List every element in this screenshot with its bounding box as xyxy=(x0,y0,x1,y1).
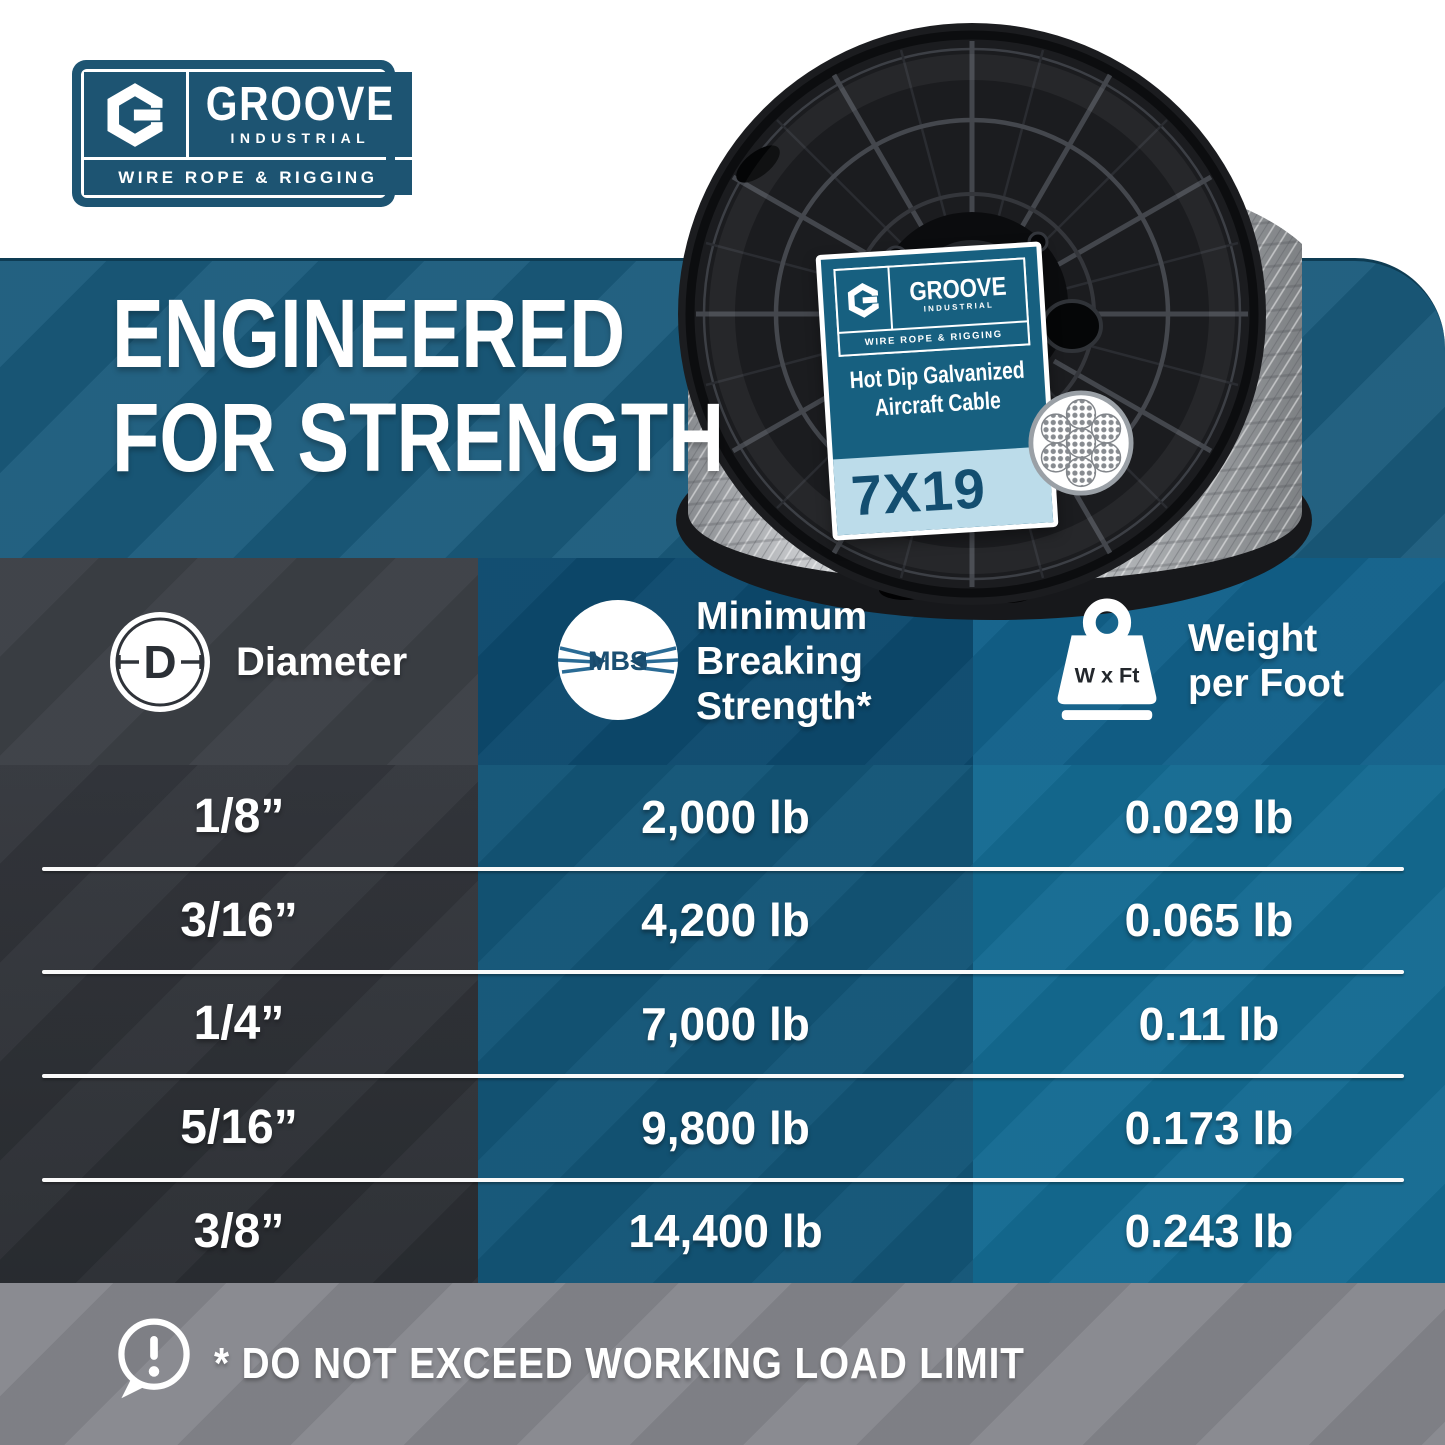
brand-wordmark: GROOVE INDUSTRIAL xyxy=(189,72,412,157)
table-row: 3/16” 4,200 lb 0.065 lb xyxy=(0,869,1445,973)
mbs-value: 7,000 lb xyxy=(641,997,810,1050)
row-separator xyxy=(42,1074,1404,1078)
weight-icon-text: W x Ft xyxy=(1075,663,1140,688)
spec-table-rows: 1/8” 2,000 lb 0.029 lb 3/16” 4,200 lb 0.… xyxy=(0,765,1445,1283)
page-title: ENGINEERED FOR STRENGTH xyxy=(112,282,877,490)
column-header-mbs: Minimum Breaking Strength* xyxy=(696,595,872,728)
footer-band xyxy=(0,1283,1445,1445)
mbs-value: 4,200 lb xyxy=(641,894,810,947)
spool-label-brand: GROOVE INDUSTRIAL xyxy=(889,259,1027,329)
mbs-value: 9,800 lb xyxy=(641,1101,810,1154)
weight-value: 0.065 lb xyxy=(1124,894,1294,947)
groove-g-icon xyxy=(835,267,892,332)
diameter-value: 3/8” xyxy=(193,1204,285,1258)
diameter-value: 5/16” xyxy=(180,1101,298,1155)
weight-value: 0.243 lb xyxy=(1124,1205,1294,1258)
cable-cross-section-icon xyxy=(1028,390,1134,496)
weight-value: 0.11 lb xyxy=(1138,997,1280,1050)
disclaimer: * DO NOT EXCEED WORKING LOAD LIMIT xyxy=(214,1339,1025,1388)
mbs-value: 14,400 lb xyxy=(628,1205,823,1258)
rows-col-diameter-bg xyxy=(0,765,478,1283)
column-header-weight: Weight per Foot xyxy=(1188,617,1344,705)
diameter-icon: D xyxy=(110,612,210,712)
page-title-line1: ENGINEERED xyxy=(112,279,626,388)
weight-icon: W x Ft xyxy=(1057,598,1157,720)
table-row: 1/4” 7,000 lb 0.11 lb xyxy=(0,972,1445,1076)
table-row: 3/8” 14,400 lb 0.243 lb xyxy=(0,1179,1445,1283)
rows-col-mbs-bg xyxy=(478,765,973,1283)
diameter-value: 3/16” xyxy=(180,893,298,947)
warning-icon xyxy=(118,1318,190,1399)
brand-name: GROOVE xyxy=(908,270,1008,307)
spool-label: GROOVE INDUSTRIAL WIRE ROPE & RIGGING Ho… xyxy=(815,241,1059,541)
mbs-icon: MBS xyxy=(557,600,679,720)
mbs-icon-text: MBS xyxy=(588,646,648,676)
groove-g-icon xyxy=(84,72,186,157)
weight-value: 0.029 lb xyxy=(1124,790,1294,843)
diameter-value: 1/4” xyxy=(193,997,285,1051)
diameter-icon-letter: D xyxy=(143,636,176,688)
page-title-line2: FOR STRENGTH xyxy=(112,383,725,492)
mbs-value: 2,000 lb xyxy=(641,790,810,843)
header-col-diameter-bg xyxy=(0,558,478,765)
row-separator xyxy=(42,867,1404,871)
brand-industry: INDUSTRIAL xyxy=(230,130,371,146)
brand-tagline: WIRE ROPE & RIGGING xyxy=(84,160,412,195)
row-separator xyxy=(42,970,1404,974)
diameter-value: 1/8” xyxy=(193,790,285,844)
rows-col-weight-bg xyxy=(973,765,1445,1283)
spool-label-logo: GROOVE INDUSTRIAL WIRE ROPE & RIGGING xyxy=(833,257,1031,357)
brand-logo: GROOVE INDUSTRIAL WIRE ROPE & RIGGING xyxy=(72,60,412,207)
row-separator xyxy=(42,1178,1404,1182)
brand-name: GROOVE xyxy=(205,78,396,131)
column-header-diameter: Diameter xyxy=(236,640,408,684)
table-row: 5/16” 9,800 lb 0.173 lb xyxy=(0,1076,1445,1180)
weight-value: 0.173 lb xyxy=(1124,1101,1294,1154)
table-row: 1/8” 2,000 lb 0.029 lb xyxy=(0,765,1445,869)
